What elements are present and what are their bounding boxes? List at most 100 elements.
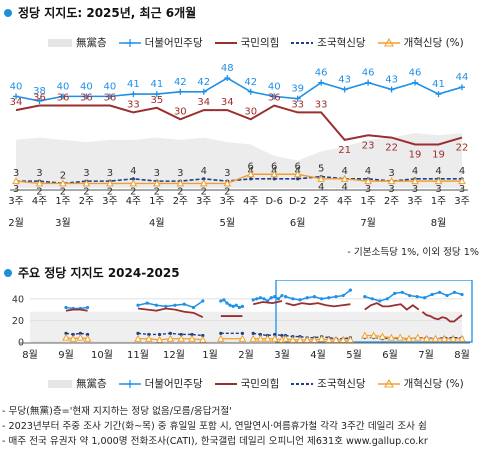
data-point (164, 304, 168, 308)
data-label: 3 (365, 184, 371, 195)
data-point (191, 305, 196, 310)
data-label: 2 (60, 186, 66, 197)
x-tick-label: 9월 (58, 349, 74, 361)
data-point (291, 297, 295, 301)
x-tick-label: 4주 (243, 196, 258, 207)
data-label: 41 (150, 79, 163, 90)
data-label: 4 (459, 166, 465, 177)
data-point (182, 302, 186, 306)
x-tick-label: 2주 (384, 196, 399, 207)
data-point (296, 177, 300, 181)
data-point (144, 334, 153, 342)
x-tick-label: 6월 (382, 349, 398, 361)
x-tick-label: 3주 (8, 196, 23, 207)
data-point (281, 334, 290, 342)
footnotes: - 무당(無黨)층='현재 지지하는 정당 없음/모름/응답거절' - 2023… (2, 404, 428, 449)
data-point (272, 177, 276, 181)
data-point (310, 335, 319, 343)
data-label: 36 (80, 93, 93, 104)
data-point (83, 334, 92, 342)
data-point (251, 331, 255, 335)
data-point (64, 305, 68, 310)
data-point (166, 334, 175, 342)
data-label: 3 (36, 168, 42, 179)
data-label: 3 (435, 184, 441, 195)
data-point (82, 179, 91, 187)
data-label: 36 (104, 93, 117, 104)
data-point (198, 335, 207, 343)
x-tick-label: D-6 (266, 196, 283, 207)
data-point (317, 174, 326, 182)
top-section-title: 정당 지지도: 2025년, 최근 6개월 (4, 4, 196, 21)
x-tick-label: 8월 (454, 349, 470, 361)
data-point (78, 331, 82, 335)
data-label: 2 (201, 186, 207, 197)
data-point (320, 297, 324, 301)
data-label: 3 (13, 168, 19, 179)
legend-item-nonparty: 無黨층 (48, 35, 107, 50)
series-line (15, 77, 463, 102)
data-point (370, 297, 374, 301)
data-point (62, 333, 70, 341)
data-point (422, 334, 431, 342)
data-label: 33 (127, 99, 140, 110)
month-label: 7월 (360, 217, 376, 229)
data-point (458, 334, 466, 342)
data-point (363, 295, 367, 299)
data-point (364, 177, 372, 185)
data-label: 34 (221, 97, 234, 108)
data-point (36, 97, 43, 104)
data-label: 42 (197, 77, 210, 88)
data-point (179, 332, 183, 337)
data-label: 3 (177, 168, 183, 179)
data-point (219, 299, 223, 303)
data-label: 6 (294, 161, 300, 172)
footnote-line: - 2023년부터 주중 조사 기간(화~목) 중 휴일일 포함 시, 연말연시… (2, 421, 427, 432)
data-point (385, 297, 389, 301)
data-point (339, 335, 348, 343)
data-label: 34 (10, 97, 23, 108)
data-point (12, 177, 20, 185)
data-label: 3 (459, 184, 465, 195)
x-tick-label: 5월 (346, 349, 362, 361)
data-point (177, 334, 186, 342)
data-point (228, 303, 232, 307)
red-line-icon (214, 41, 237, 44)
legend-item-rebuild: 조국혁신당 (291, 35, 366, 50)
data-label: 22 (456, 143, 469, 154)
data-label: 40 (10, 81, 23, 92)
legend-item-ppp: 국민의힘 (214, 35, 279, 50)
data-point (256, 334, 265, 342)
data-point (35, 179, 44, 187)
data-point (258, 296, 262, 300)
legend-item-ppp: 국민의힘 (214, 376, 279, 391)
data-point (190, 332, 194, 337)
series-line (65, 308, 88, 312)
top-legend: 無黨층 더불어민주당 국민의힘 조국혁신당 개혁신당 (%) (48, 35, 476, 50)
data-label: 2 (177, 186, 183, 197)
x-tick-label: D-2 (289, 196, 306, 207)
data-label: 3 (13, 184, 19, 195)
data-point (341, 293, 345, 298)
data-label: 41 (432, 79, 445, 90)
bullet-dot-icon (4, 8, 12, 17)
data-point (69, 334, 78, 342)
data-point (59, 93, 66, 100)
blue-line-icon (118, 38, 141, 47)
x-tick-label: 4주 (32, 196, 47, 207)
data-point (136, 303, 140, 307)
data-point (434, 177, 443, 185)
series-line (364, 302, 420, 311)
data-point (152, 179, 161, 187)
data-point (231, 304, 235, 308)
series-line (285, 338, 351, 341)
x-tick-label: 2주 (79, 196, 94, 207)
data-label: 6 (248, 161, 254, 172)
series-line (137, 307, 204, 318)
footnote-line: - 매주 전국 유권자 약 1,000명 전화조사(CATI), 한국갤럽 데일… (2, 436, 428, 447)
data-label: 2 (60, 170, 66, 181)
data-point (271, 93, 278, 100)
navy-dash-icon (291, 382, 314, 385)
